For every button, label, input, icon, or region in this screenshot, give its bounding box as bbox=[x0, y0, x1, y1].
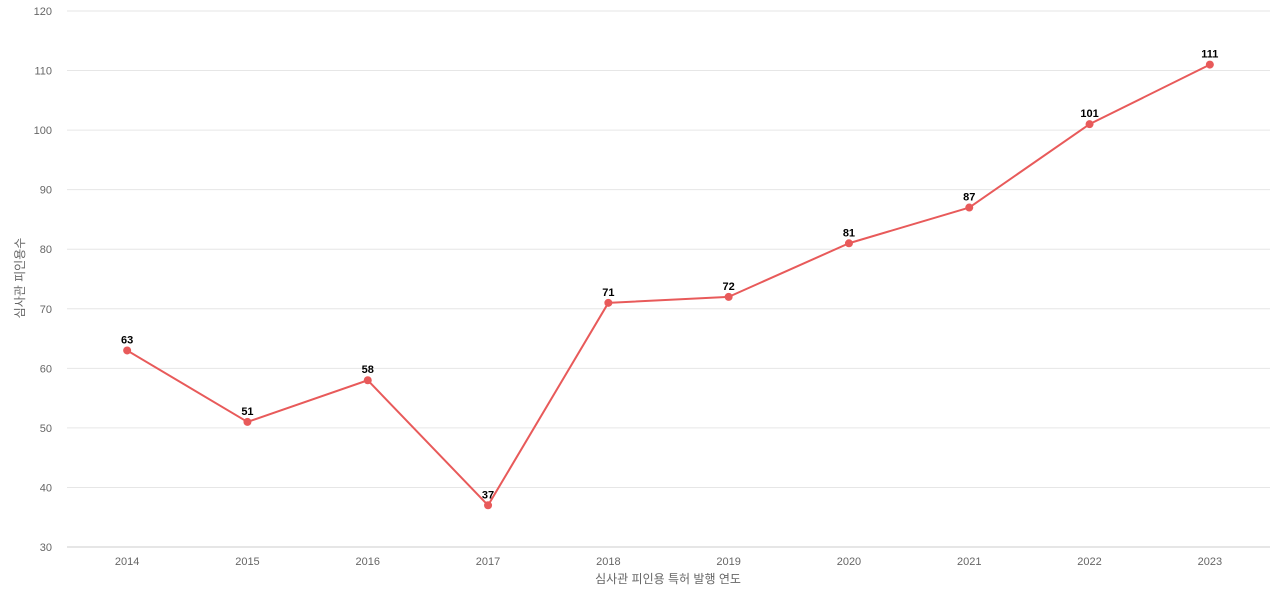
x-tick-label: 2016 bbox=[356, 556, 380, 568]
data-point[interactable] bbox=[604, 298, 613, 307]
data-label: 111 bbox=[1201, 49, 1218, 61]
y-tick-label: 60 bbox=[40, 363, 52, 375]
x-tick-label: 2023 bbox=[1198, 556, 1222, 568]
data-point[interactable] bbox=[484, 501, 493, 510]
data-label: 101 bbox=[1080, 108, 1098, 120]
y-tick-label: 30 bbox=[40, 542, 52, 554]
data-point[interactable] bbox=[123, 346, 132, 355]
y-axis-ticks: 30 40 50 60 70 80 90 100 110 120 bbox=[34, 6, 52, 554]
x-tick-label: 2018 bbox=[596, 556, 620, 568]
x-tick-label: 2014 bbox=[115, 556, 139, 568]
data-point[interactable] bbox=[363, 376, 372, 385]
data-label: 63 bbox=[121, 334, 133, 346]
data-label: 81 bbox=[843, 227, 855, 239]
data-label: 71 bbox=[602, 287, 614, 299]
y-axis-title: 심사관 피인용수 bbox=[13, 238, 27, 319]
data-label: 72 bbox=[723, 281, 735, 293]
y-tick-label: 70 bbox=[40, 304, 52, 316]
y-tick-label: 50 bbox=[40, 423, 52, 435]
data-point[interactable] bbox=[1205, 60, 1214, 69]
y-tick-label: 100 bbox=[34, 125, 52, 137]
x-axis-title: 심사관 피인용 특허 발행 연도 bbox=[595, 571, 741, 586]
data-label: 51 bbox=[241, 406, 253, 418]
data-point[interactable] bbox=[1085, 120, 1094, 129]
data-labels: 63 51 58 37 71 72 81 87 101 111 bbox=[121, 49, 1218, 502]
data-label: 37 bbox=[482, 489, 494, 501]
y-tick-label: 90 bbox=[40, 185, 52, 197]
x-tick-label: 2022 bbox=[1077, 556, 1101, 568]
y-tick-label: 110 bbox=[34, 66, 52, 78]
y-tick-label: 80 bbox=[40, 244, 52, 256]
x-tick-label: 2021 bbox=[957, 556, 981, 568]
y-tick-label: 120 bbox=[34, 6, 52, 18]
series-line bbox=[126, 63, 1211, 507]
x-tick-label: 2020 bbox=[837, 556, 861, 568]
x-tick-label: 2019 bbox=[716, 556, 740, 568]
data-label: 87 bbox=[963, 192, 975, 204]
y-tick-label: 40 bbox=[40, 482, 52, 494]
data-point[interactable] bbox=[965, 203, 974, 212]
data-point[interactable] bbox=[844, 239, 853, 248]
data-point[interactable] bbox=[724, 292, 733, 301]
data-label: 58 bbox=[362, 364, 374, 376]
data-point[interactable] bbox=[243, 417, 252, 426]
series-layer bbox=[123, 60, 1214, 510]
x-axis-ticks: 2014 2015 2016 2017 2018 2019 2020 2021 2022 2023 bbox=[115, 556, 1222, 568]
x-tick-label: 2015 bbox=[235, 556, 259, 568]
grid-lines bbox=[67, 10, 1270, 488]
x-tick-label: 2017 bbox=[476, 556, 500, 568]
